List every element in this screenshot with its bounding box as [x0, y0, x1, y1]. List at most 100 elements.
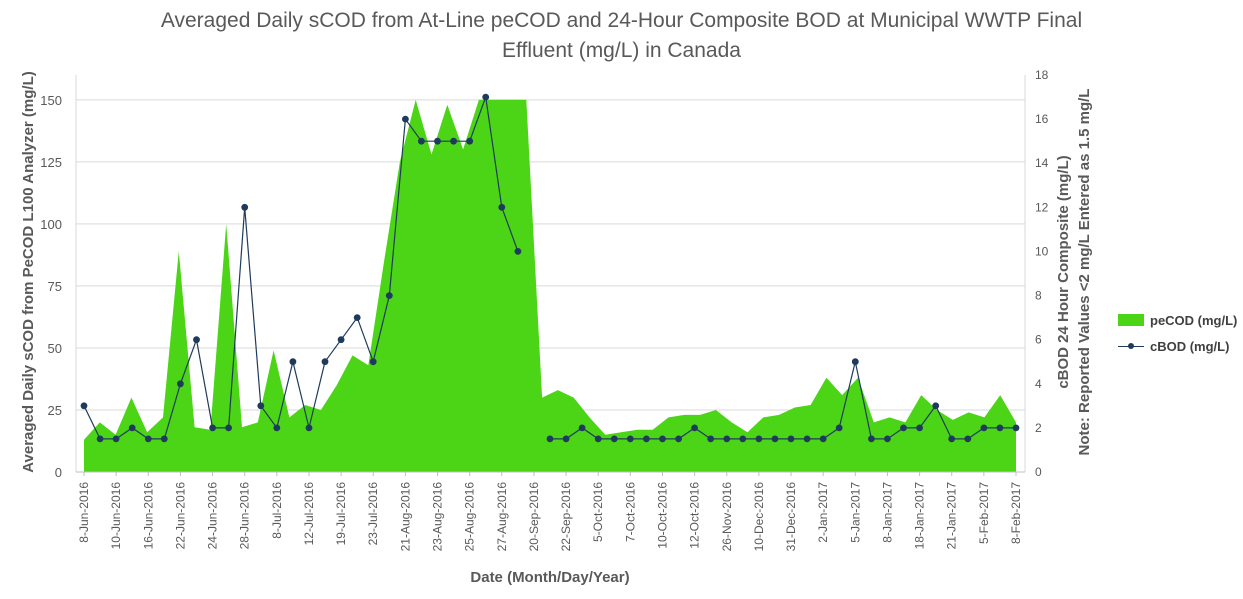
cbod-point	[337, 336, 345, 344]
cbod-point	[819, 435, 827, 443]
cbod-point	[964, 435, 972, 443]
cbod-point	[851, 358, 859, 366]
cbod-point	[771, 435, 779, 443]
x-tick-label: 24-Jun-2016	[206, 482, 220, 550]
x-axis-label: Date (Month/Day/Year)	[470, 569, 629, 586]
cbod-point	[241, 203, 249, 211]
x-tick-label: 22-Sep-2016	[559, 482, 573, 552]
y-axis-right-label: cBOD 24 Hour Composite (mg/L)	[1055, 155, 1072, 388]
x-tick-label: 12-Oct-2016	[688, 482, 702, 549]
x-tick-label: 7-Oct-2016	[623, 482, 637, 542]
cbod-point	[144, 435, 152, 443]
cbod-point	[257, 402, 265, 410]
y-left-tick-label: 25	[48, 403, 62, 418]
y-left-tick-label: 75	[48, 279, 62, 294]
cbod-point	[450, 137, 457, 145]
cbod-point	[273, 424, 281, 432]
x-tick-label: 8-Jun-2016	[77, 482, 91, 543]
cbod-point	[626, 435, 634, 443]
chart-title: Averaged Daily sCOD from At-Line peCOD a…	[0, 6, 1243, 66]
cbod-point	[289, 358, 297, 366]
cbod-point	[707, 435, 715, 443]
x-tick-label: 20-Sep-2016	[527, 482, 541, 552]
legend: peCOD (mg/L) cBOD (mg/L)	[1118, 309, 1237, 361]
cbod-point	[209, 424, 217, 432]
y-right-tick-label: 18	[1035, 68, 1049, 82]
x-tick-label: 10-Jun-2016	[109, 482, 123, 550]
y-right-tick-label: 14	[1035, 156, 1049, 170]
cbod-point	[739, 435, 747, 443]
cbod-point	[996, 424, 1004, 432]
cbod-point	[225, 424, 233, 432]
cbod-point	[659, 435, 666, 443]
cbod-point	[418, 137, 425, 145]
cbod-point	[160, 435, 168, 443]
chart-title-line-2: Effluent (mg/L) in Canada	[502, 39, 741, 62]
cbod-point	[932, 402, 940, 410]
legend-item-cbod: cBOD (mg/L)	[1118, 335, 1237, 357]
legend-item-pecod: peCOD (mg/L)	[1118, 309, 1237, 331]
cbod-point	[755, 435, 763, 443]
x-tick-label: 19-Jul-2016	[334, 482, 348, 546]
cbod-point	[434, 137, 441, 145]
x-tick-label: 23-Jul-2016	[366, 482, 380, 546]
y-right-tick-label: 4	[1035, 377, 1042, 391]
axes: 0 25 50 75 100 125 150 0 2 4 6 8 10 12 14 16 18 8-Jun-201…	[40, 68, 1048, 551]
x-tick-label: 12-Jul-2016	[302, 482, 316, 546]
cbod-point	[900, 424, 907, 432]
x-tick-label: 26-Nov-2016	[720, 482, 734, 552]
cbod-point	[353, 314, 361, 321]
legend-swatch-line	[1118, 340, 1144, 352]
cbod-point	[835, 424, 843, 432]
cbod-point	[948, 435, 956, 443]
cbod-point	[691, 424, 698, 432]
cbod-point	[128, 424, 136, 432]
cbod-line	[83, 96, 519, 440]
y-right-tick-label: 2	[1035, 421, 1042, 435]
cbod-line-layer	[80, 93, 1020, 443]
cbod-point	[80, 402, 88, 410]
y-axis-left-label: Averaged Daily sCOD from PeCOD L100 Anal…	[20, 71, 37, 473]
cbod-point	[1012, 424, 1020, 432]
cbod-point	[498, 203, 506, 211]
x-tick-label: 8-Jan-2017	[880, 482, 894, 543]
x-tick-label: 18-Jan-2017	[913, 482, 927, 550]
cbod-point	[980, 424, 988, 432]
cbod-point	[177, 380, 184, 388]
y-left-tick-label: 100	[40, 217, 62, 232]
x-tick-label: 21-Jan-2017	[945, 482, 959, 550]
y-left-tick-label: 150	[40, 93, 62, 108]
cbod-point	[305, 424, 313, 432]
cbod-point	[193, 336, 200, 344]
y-right-tick-label: 0	[1035, 465, 1042, 479]
cbod-point	[610, 435, 618, 443]
cbod-point	[466, 137, 474, 145]
cbod-point	[514, 248, 522, 255]
chart-title-line-1: Averaged Daily sCOD from At-Line peCOD a…	[160, 9, 1083, 32]
cbod-point	[369, 358, 377, 366]
y-right-tick-label: 16	[1035, 112, 1049, 126]
legend-swatch-area	[1118, 314, 1144, 326]
x-tick-label: 16-Jun-2016	[141, 482, 155, 550]
cbod-point	[562, 435, 570, 443]
cbod-point	[868, 435, 875, 443]
pecod-area-layer	[84, 99, 1016, 473]
x-tick-label: 8-Jul-2016	[270, 482, 284, 539]
legend-label-cbod: cBOD (mg/L)	[1150, 338, 1230, 354]
x-tick-label: 28-Jun-2016	[238, 482, 252, 550]
x-tick-label: 10-Dec-2016	[752, 482, 766, 552]
cbod-point	[787, 435, 795, 443]
y-left-tick-label: 0	[55, 465, 62, 480]
cbod-point	[482, 93, 490, 101]
cbod-point	[402, 115, 409, 123]
cbod-point	[884, 435, 891, 443]
cbod-point	[643, 435, 650, 443]
cbod-point	[594, 435, 602, 443]
y-right-tick-label: 10	[1035, 244, 1049, 258]
x-tick-label: 5-Oct-2016	[591, 482, 605, 542]
x-tick-label: 5-Feb-2017	[977, 482, 991, 544]
cbod-point	[723, 435, 731, 443]
y-right-tick-label: 12	[1035, 200, 1049, 214]
x-tick-label: 27-Aug-2016	[495, 482, 509, 552]
